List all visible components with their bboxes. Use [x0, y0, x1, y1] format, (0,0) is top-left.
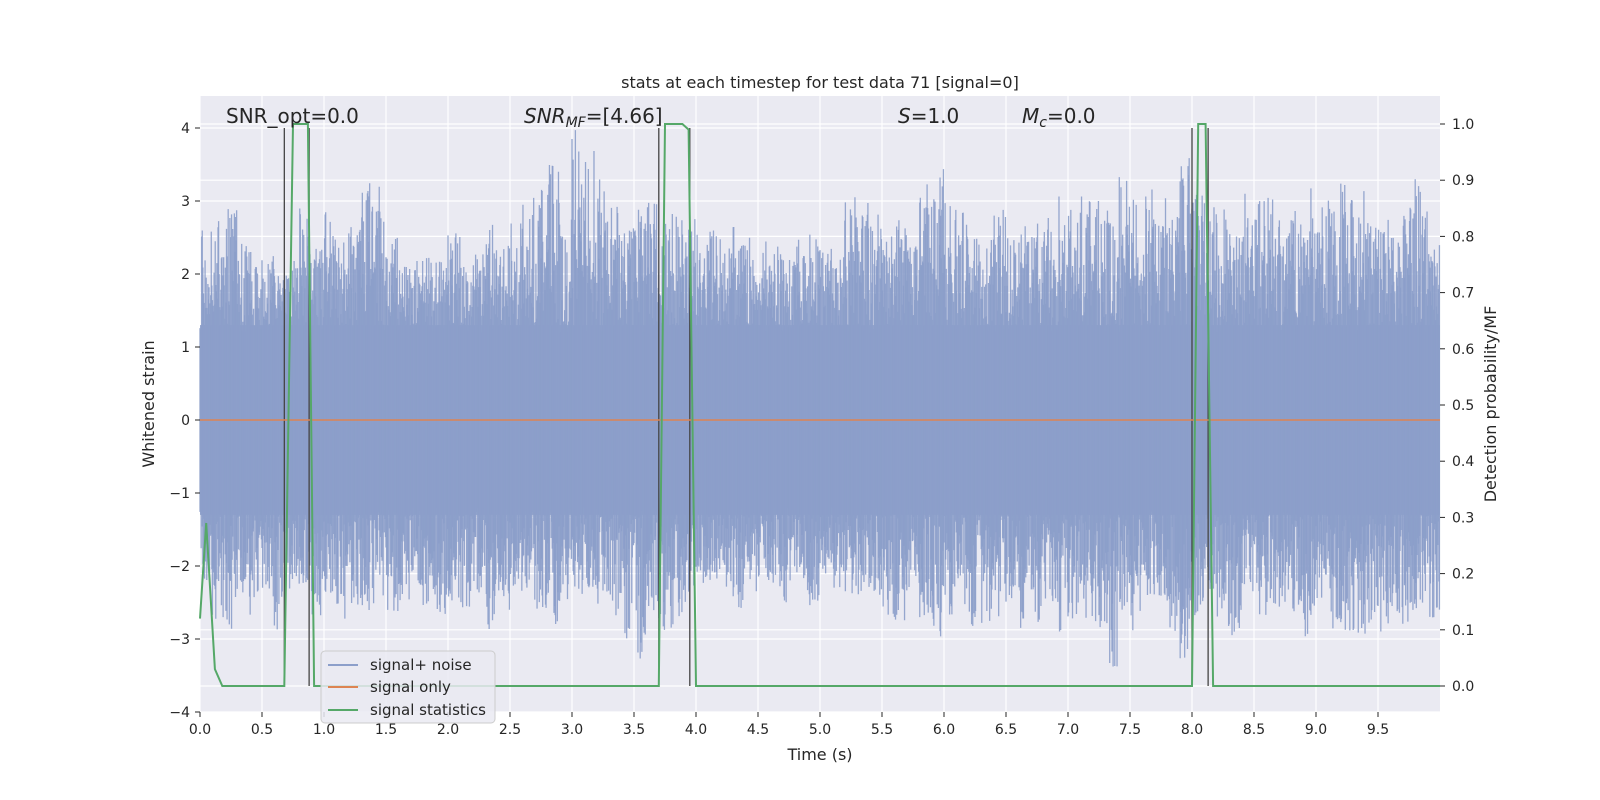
x-axis-label: Time (s)	[786, 745, 852, 764]
x-tick-label-2: 1.0	[313, 722, 335, 738]
y2-tick-label-7: 0.7	[1452, 286, 1474, 302]
annotation-mc-subscript: c	[1039, 115, 1047, 131]
y2-tick-label-0: 0.0	[1452, 679, 1474, 695]
x-tick-label-8: 4.0	[685, 722, 707, 738]
y2-tick-label-1: 0.1	[1452, 623, 1474, 639]
x-tick-label-16: 8.0	[1181, 722, 1203, 738]
y2-tick-label-8: 0.8	[1452, 229, 1474, 245]
annotation-snr-mf-value: =[4.66]	[586, 104, 663, 128]
x-tick-label-14: 7.0	[1057, 722, 1079, 738]
annotation-mc: Mc=0.0	[1022, 104, 1096, 131]
series-signal-noise	[199, 130, 1441, 667]
annotation-snr-mf-symbol: SNR	[524, 104, 566, 128]
y-axis-left: −4 −3 −2 −1 0 1 2 3 4	[169, 121, 200, 721]
y-tick-label-5: 1	[181, 340, 190, 356]
x-tick-label-7: 3.5	[623, 722, 645, 738]
y-tick-label-8: 4	[181, 121, 190, 137]
y-axis-right: 0.0 0.1 0.2 0.3 0.4 0.5 0.6 0.7 0.8 0.9 1.0	[1440, 117, 1474, 695]
x-tick-label-18: 9.0	[1305, 722, 1327, 738]
annotation-snr-mf: SNRMF=[4.66]	[524, 104, 663, 131]
legend: signal+ noise signal only signal statist…	[320, 650, 496, 724]
series-signal-statistics	[199, 123, 1440, 687]
annotation-snr-opt: SNR_opt=0.0	[226, 104, 359, 128]
y-tick-label-7: 3	[181, 194, 190, 210]
y2-tick-label-6: 0.6	[1452, 342, 1474, 358]
x-tick-label-17: 8.5	[1243, 722, 1265, 738]
y-tick-label-0: −4	[169, 705, 190, 721]
y2-tick-label-9: 0.9	[1452, 173, 1474, 189]
x-tick-label-12: 6.0	[933, 722, 955, 738]
x-tick-label-9: 4.5	[747, 722, 769, 738]
y-tick-label-6: 2	[181, 267, 190, 283]
x-tick-label-13: 6.5	[995, 722, 1017, 738]
y2-tick-label-4: 0.4	[1452, 454, 1474, 470]
y2-axis-label: Detection probability/MF	[1481, 306, 1500, 503]
y2-tick-label-10: 1.0	[1452, 117, 1474, 133]
annotation-snr-mf-subscript: MF	[566, 115, 587, 131]
y-tick-label-2: −2	[169, 559, 190, 575]
annotation-s-value: =1.0	[911, 104, 960, 128]
y2-tick-label-5: 0.5	[1452, 398, 1474, 414]
x-tick-label-5: 2.5	[499, 722, 521, 738]
x-tick-label-10: 5.0	[809, 722, 831, 738]
y-tick-label-3: −1	[169, 486, 190, 502]
legend-label-signal-noise: signal+ noise	[370, 656, 472, 674]
chart-title: stats at each timestep for test data 71 …	[621, 73, 1019, 92]
signal-statistics-line	[199, 123, 1440, 687]
annotation-s-symbol: S	[898, 104, 911, 128]
legend-label-signal-statistics: signal statistics	[370, 701, 486, 719]
x-tick-label-3: 1.5	[375, 722, 397, 738]
x-tick-label-6: 3.0	[561, 722, 583, 738]
x-tick-label-1: 0.5	[251, 722, 273, 738]
y2-tick-label-2: 0.2	[1452, 567, 1474, 583]
y-axis-label: Whitened strain	[139, 340, 158, 467]
x-tick-label-15: 7.5	[1119, 722, 1141, 738]
y-tick-label-4: 0	[181, 413, 190, 429]
annotation-mc-value: =0.0	[1047, 104, 1096, 128]
x-axis: 0.0 0.5 1.0 1.5 2.0 2.5 3.0 3.5 4.0 4.5 5.0 5.5 6.0 6…	[189, 712, 1389, 738]
y2-tick-label-3: 0.3	[1452, 510, 1474, 526]
annotation-s: S=1.0	[898, 104, 959, 128]
x-tick-label-0: 0.0	[189, 722, 211, 738]
x-tick-label-19: 9.5	[1367, 722, 1389, 738]
legend-label-signal-only: signal only	[370, 678, 451, 696]
x-tick-label-4: 2.0	[437, 722, 459, 738]
legend-box	[320, 650, 496, 724]
x-tick-label-11: 5.5	[871, 722, 893, 738]
annotation-mc-symbol: M	[1022, 104, 1039, 128]
y-tick-label-1: −3	[169, 632, 190, 648]
